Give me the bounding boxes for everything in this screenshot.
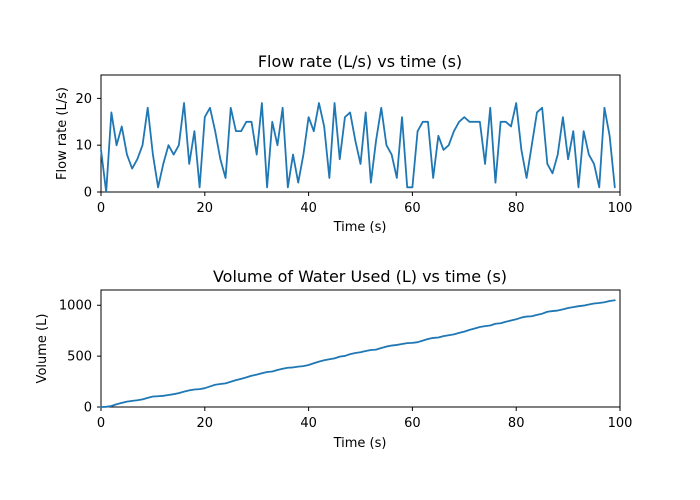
volume-x-tick-label: 60 <box>404 416 421 431</box>
volume-x-tick-label: 80 <box>508 416 525 431</box>
flow-rate-series-line <box>100 102 616 193</box>
volume-axes-frame <box>100 289 621 408</box>
volume-x-tick-label: 0 <box>97 416 105 431</box>
volume-y-tick-label: 0 <box>84 401 92 416</box>
flow-y-tick-label: 10 <box>75 139 92 154</box>
flow-x-tick-label: 40 <box>300 201 317 216</box>
flow-y-tick-label: 0 <box>84 186 92 201</box>
flow-chart-title: Flow rate (L/s) vs time (s) <box>258 52 462 71</box>
volume-x-ticks: 0 20 40 60 80 100 <box>97 407 633 431</box>
volume-chart-title: Volume of Water Used (L) vs time (s) <box>213 267 507 286</box>
volume-y-tick-label: 500 <box>67 350 92 365</box>
flow-rate-chart: Flow rate (L/s) vs time (s) 0 20 40 60 8… <box>55 52 632 235</box>
flow-x-tick-label: 80 <box>508 201 525 216</box>
volume-series-line <box>100 299 616 408</box>
flow-x-axis-label: Time (s) <box>333 220 387 235</box>
flow-x-ticks: 0 20 40 60 80 100 <box>97 192 633 216</box>
flow-y-ticks: 0 10 20 <box>75 92 101 201</box>
volume-x-tick-label: 20 <box>197 416 214 431</box>
flow-x-tick-label: 0 <box>97 201 105 216</box>
flow-x-tick-label: 20 <box>197 201 214 216</box>
volume-y-tick-label: 1000 <box>59 299 92 314</box>
flow-y-axis-label: Flow rate (L/s) <box>55 87 70 180</box>
volume-chart: Volume of Water Used (L) vs time (s) 0 2… <box>35 267 632 451</box>
volume-x-tick-label: 100 <box>608 416 633 431</box>
flow-x-tick-label: 60 <box>404 201 421 216</box>
flow-axes-frame <box>100 74 621 193</box>
volume-y-axis-label: Volume (L) <box>35 314 50 384</box>
volume-x-axis-label: Time (s) <box>333 436 387 451</box>
volume-x-tick-label: 40 <box>300 416 317 431</box>
flow-y-tick-label: 20 <box>75 92 92 107</box>
volume-y-ticks: 0 500 1000 <box>59 299 101 416</box>
flow-x-tick-label: 100 <box>608 201 633 216</box>
